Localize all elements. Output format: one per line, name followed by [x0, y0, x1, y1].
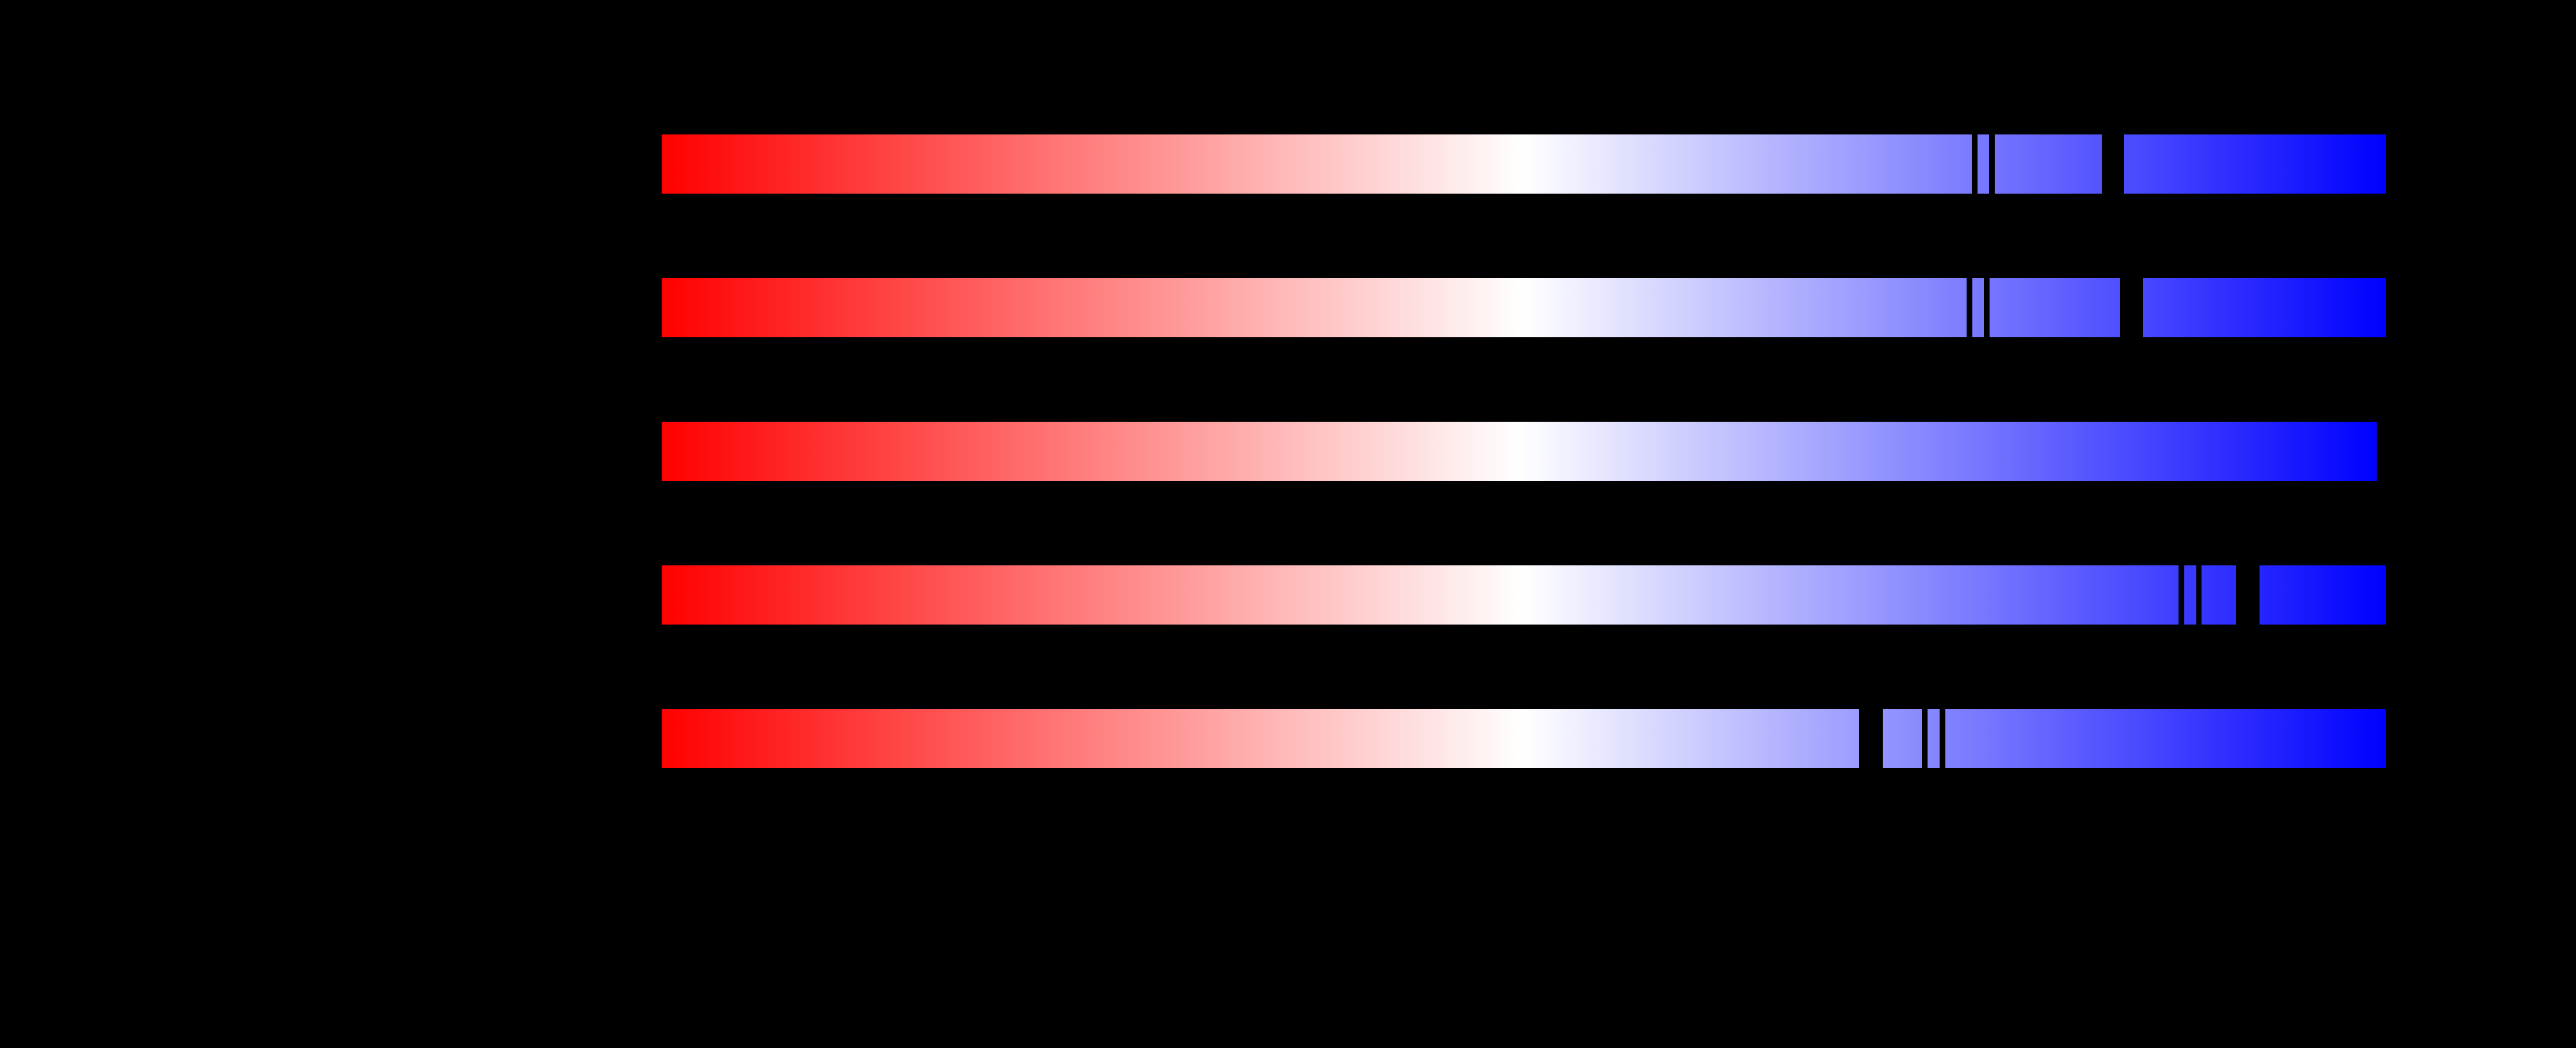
bar-gap: [1859, 709, 1883, 768]
bar-gap: [2179, 565, 2184, 625]
bar-gap: [1940, 709, 1945, 768]
gradient-bar-bar-4: [662, 565, 2386, 625]
gradient-bar-bar-3: [662, 422, 2377, 481]
bar-gap: [2102, 134, 2124, 194]
bar-gap: [2120, 278, 2143, 337]
bar-gap: [1984, 278, 1990, 337]
bar-gap: [1972, 134, 1978, 194]
bar-gap: [2196, 565, 2202, 625]
bar-gap: [1989, 134, 1995, 194]
gradient-bar-bar-2: [662, 278, 2386, 337]
bar-gap: [1922, 709, 1928, 768]
gradient-bar-bar-5: [662, 709, 2386, 768]
bar-gap: [2236, 565, 2260, 625]
bar-gap: [1967, 278, 1972, 337]
gradient-bar-bar-1: [662, 134, 2386, 194]
